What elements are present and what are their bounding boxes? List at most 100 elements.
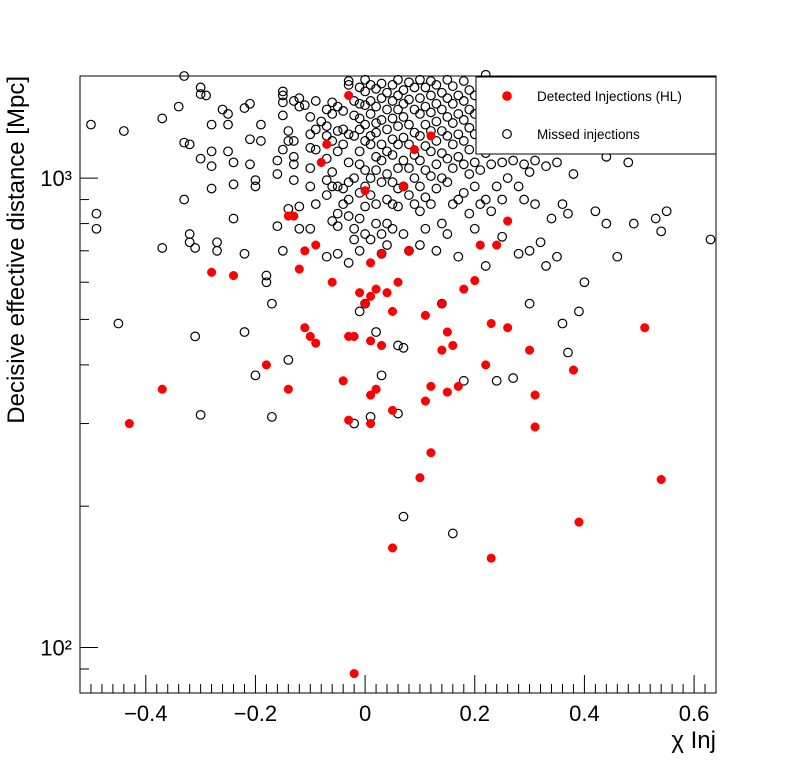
missed-point [601,218,612,229]
missed-point [458,96,469,106]
missed-point [382,240,392,250]
missed-point [387,79,398,90]
missed-point [360,165,371,175]
missed-point [447,163,458,174]
detected-point [437,345,447,355]
missed-point [91,223,102,234]
detected-point [398,181,409,191]
missed-point [283,136,294,146]
detected-point [393,277,403,287]
missed-point [272,155,283,166]
missed-point [382,104,392,115]
missed-point [321,175,332,186]
detected-point [448,340,458,351]
missed-point [420,119,431,130]
detected-point [437,299,447,309]
missed-point [453,151,464,162]
missed-point [343,76,354,86]
missed-point [223,146,233,157]
missed-point [332,221,343,232]
detected-point [377,249,387,259]
missed-point [563,208,573,219]
detected-point [316,157,326,167]
missed-point [546,213,557,224]
missed-point [376,93,387,104]
detected-point [525,345,535,355]
missed-point [250,175,261,186]
missed-point [415,181,425,192]
missed-point [338,124,349,135]
missed-point [321,121,332,132]
missed-point [398,155,409,166]
missed-point [321,190,332,200]
missed-point [464,144,475,155]
missed-point [552,251,562,262]
missed-point [398,229,409,239]
detected-point [503,323,513,333]
missed-point [349,110,360,121]
missed-point [387,199,398,210]
missed-point [382,124,392,135]
missed-point [272,169,283,179]
missed-point [436,104,447,115]
missed-point [491,375,502,386]
missed-point [480,194,491,205]
detected-point [387,405,398,415]
missed-point [579,277,590,288]
missed-point [371,127,381,138]
missed-point [354,213,365,224]
missed-point [349,223,360,234]
missed-point [371,101,381,112]
missed-point [519,194,530,205]
missed-point [398,342,409,353]
missed-point [283,126,294,136]
detected-point [283,384,293,394]
detected-point [157,384,167,394]
detected-point [640,323,650,333]
missed-point [305,163,316,174]
missed-point [382,169,392,179]
missed-point [404,190,414,200]
missed-point [354,159,365,170]
missed-point [387,134,398,145]
missed-point [288,136,299,146]
missed-point [530,199,540,210]
missed-point [239,248,250,259]
missed-point [393,139,403,150]
missed-point [184,237,195,248]
detected-point [377,340,387,351]
missed-point [404,94,414,105]
missed-point [464,169,475,179]
missed-point [398,85,409,95]
detected-point [360,186,370,196]
missed-point [261,270,272,281]
missed-point [458,159,469,170]
detected-point [426,381,436,391]
missed-point [343,211,354,221]
missed-point [354,98,365,109]
missed-point [343,194,354,205]
missed-point [277,86,288,97]
missed-point [458,187,469,198]
detected-point [486,553,496,563]
detected-point [289,211,299,221]
missed-point [409,127,420,138]
missed-point [650,213,661,224]
missed-point [420,141,431,151]
missed-point [86,119,96,130]
missed-point [327,167,338,177]
missed-point [393,340,403,351]
missed-point [623,157,634,168]
missed-point [469,223,480,234]
missed-point [201,90,212,101]
missed-point [442,112,453,122]
missed-point [387,113,398,124]
missed-point [425,146,436,157]
missed-point [415,206,425,217]
missed-point [398,511,409,522]
missed-point [393,90,403,101]
missed-point [354,245,365,256]
detected-point [426,131,436,141]
detected-point [311,338,321,348]
detected-point [415,473,425,483]
